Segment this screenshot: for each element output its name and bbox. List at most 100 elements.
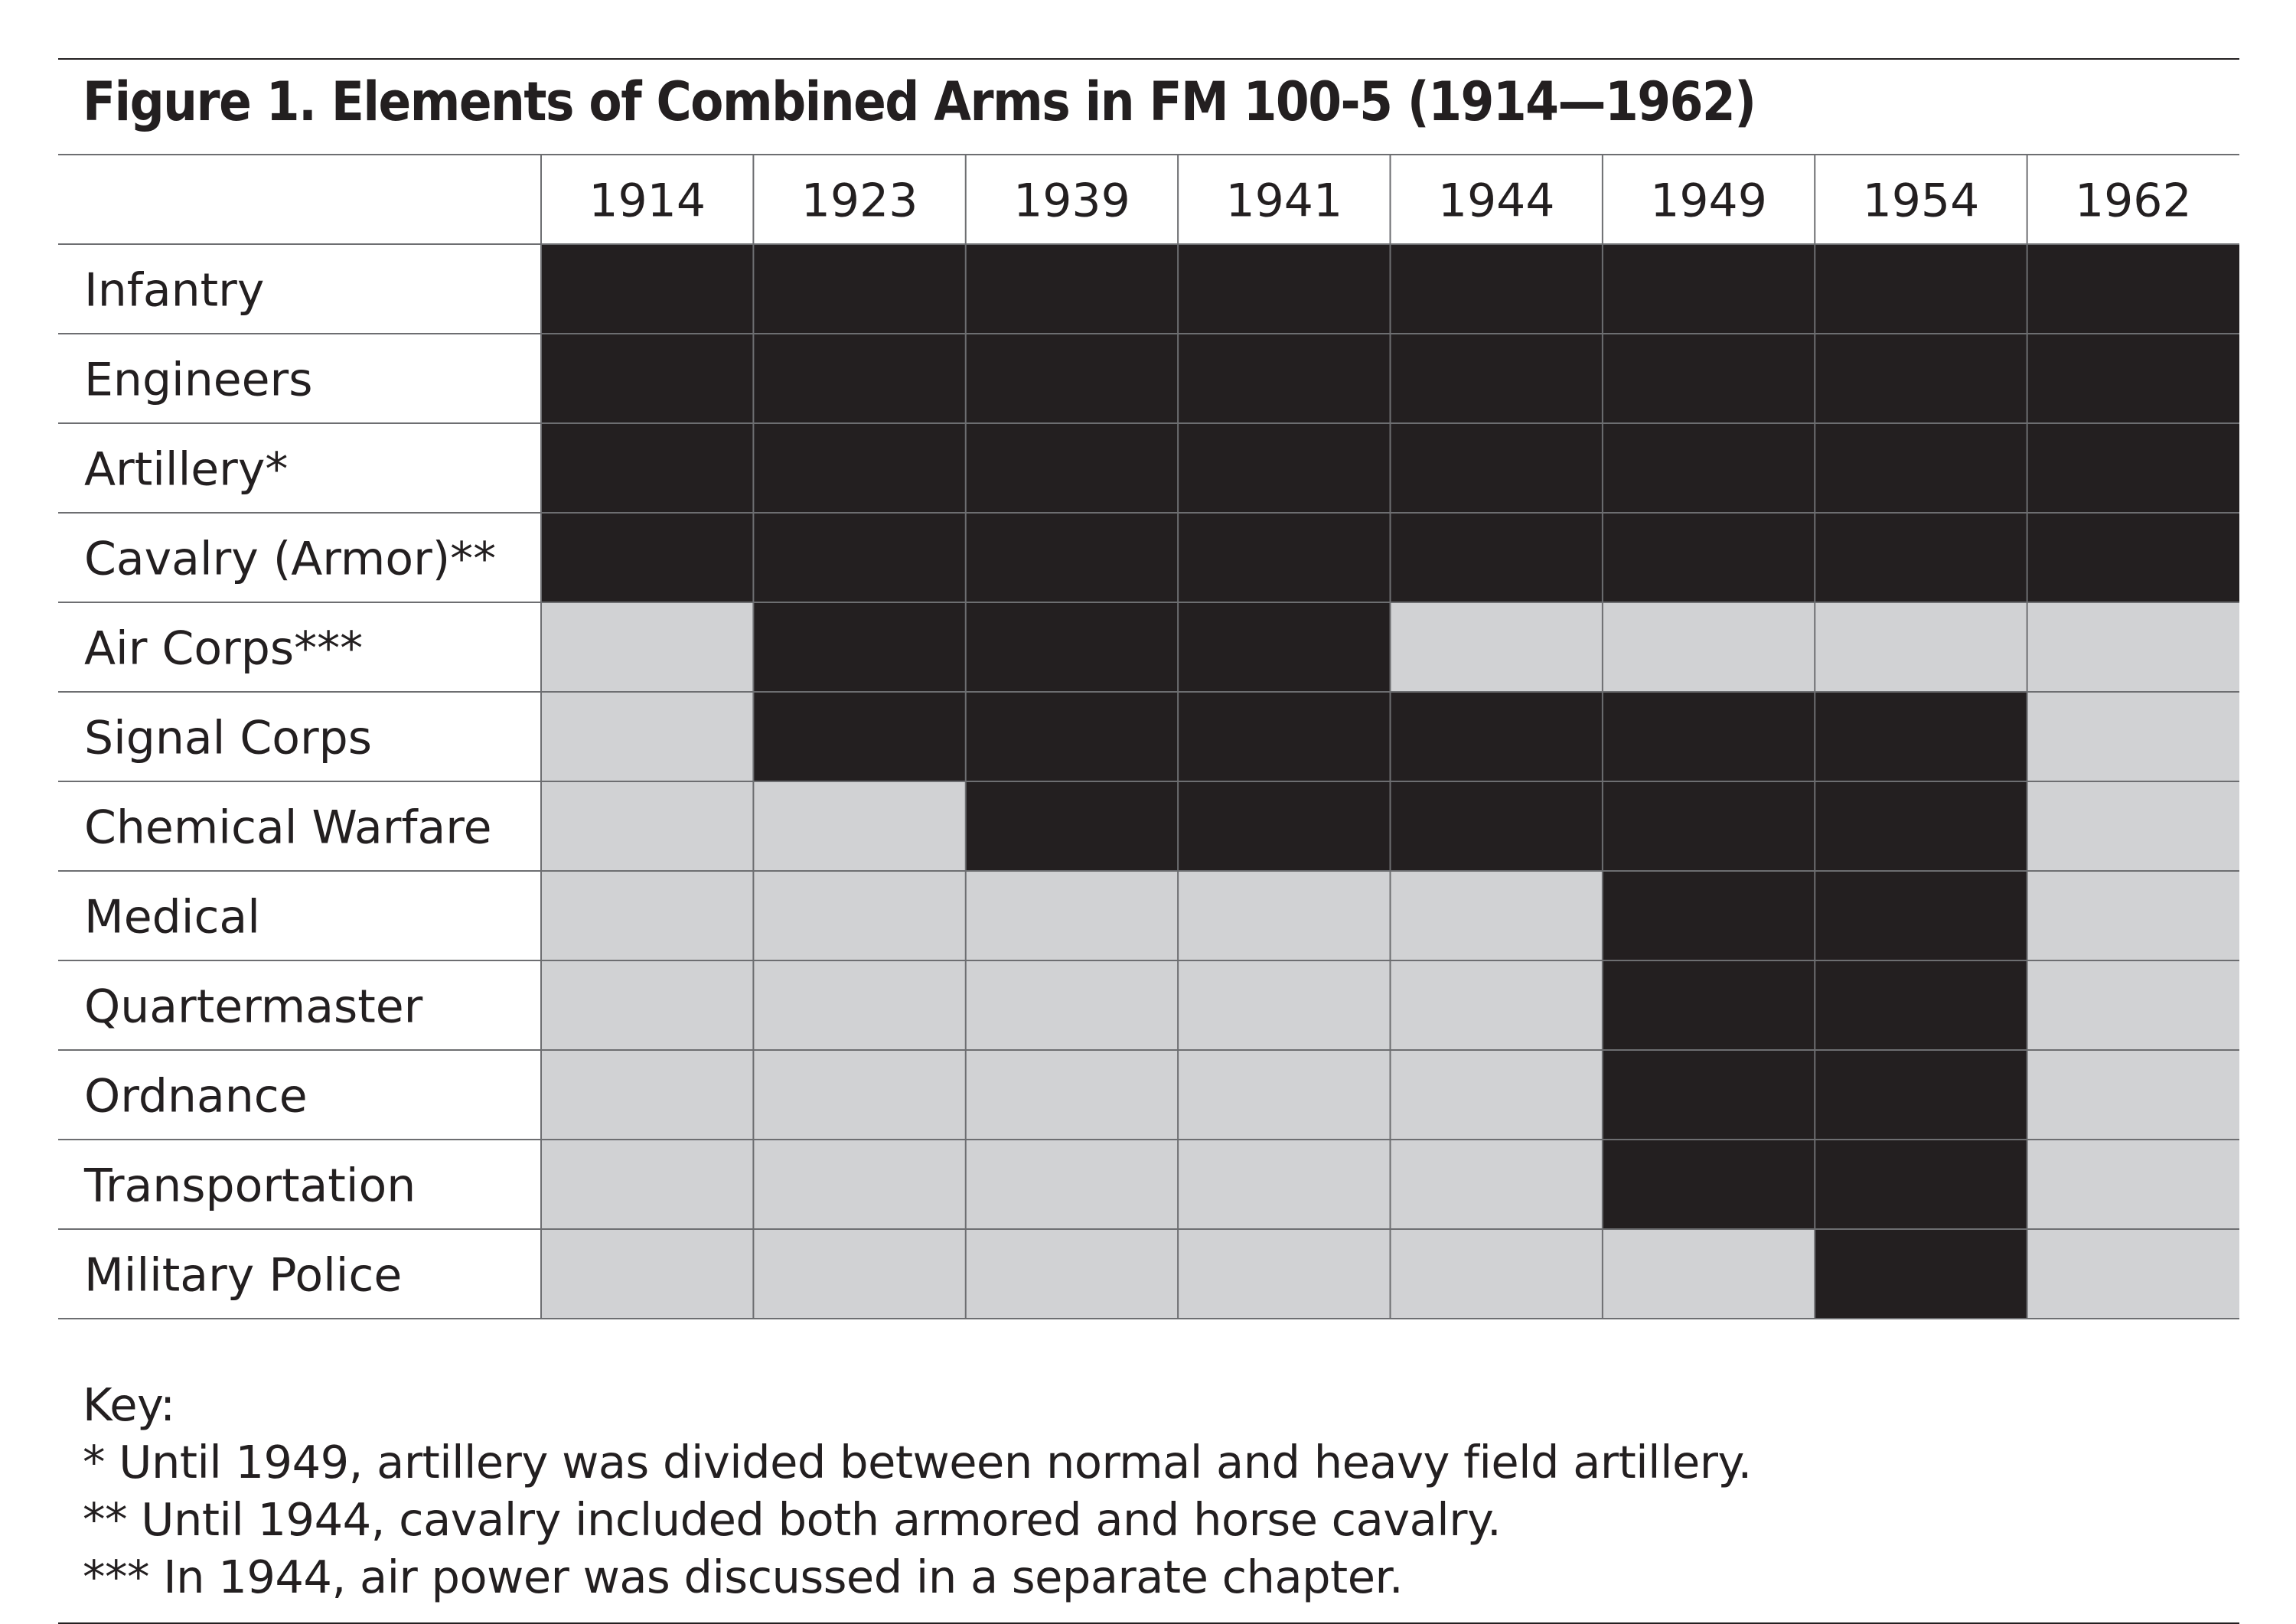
cell-medical-1962 xyxy=(2027,871,2239,960)
cell-air-corps-1949 xyxy=(1602,602,1815,692)
cell-medical-1944 xyxy=(1390,871,1603,960)
key: Key: * Until 1949, artillery was divided… xyxy=(83,1376,1752,1606)
cell-chemical-warfare-1914 xyxy=(541,781,754,871)
cell-military-police-1944 xyxy=(1390,1229,1603,1319)
cell-signal-corps-1954 xyxy=(1815,692,2027,781)
cell-infantry-1941 xyxy=(1178,244,1391,334)
row-label-air-corps: Air Corps*** xyxy=(84,622,363,676)
cell-chemical-warfare-1941 xyxy=(1178,781,1391,871)
column-header-1962: 1962 xyxy=(2075,174,2192,228)
cell-infantry-1944 xyxy=(1390,244,1603,334)
row-label-artillery: Artillery* xyxy=(84,443,288,497)
cell-artillery-1923 xyxy=(753,423,966,513)
cell-artillery-1962 xyxy=(2027,423,2239,513)
cell-signal-corps-1962 xyxy=(2027,692,2239,781)
top-rule xyxy=(58,58,2239,60)
cell-infantry-1923 xyxy=(753,244,966,334)
cell-engineers-1923 xyxy=(753,334,966,423)
cell-transportation-1914 xyxy=(541,1140,754,1229)
cell-transportation-1923 xyxy=(753,1140,966,1229)
cell-quartermaster-1941 xyxy=(1178,960,1391,1050)
cell-artillery-1914 xyxy=(541,423,754,513)
cell-engineers-1954 xyxy=(1815,334,2027,423)
cell-artillery-1949 xyxy=(1602,423,1815,513)
cell-signal-corps-1914 xyxy=(541,692,754,781)
cell-military-police-1923 xyxy=(753,1229,966,1319)
cell-infantry-1939 xyxy=(965,244,1179,334)
cell-quartermaster-1939 xyxy=(965,960,1179,1050)
cell-cavalry-armor-1954 xyxy=(1815,513,2027,602)
cell-transportation-1949 xyxy=(1602,1140,1815,1229)
cell-air-corps-1944 xyxy=(1390,602,1603,692)
row-label-ordnance: Ordnance xyxy=(84,1070,308,1123)
cell-military-police-1949 xyxy=(1602,1229,1815,1319)
cell-transportation-1944 xyxy=(1390,1140,1603,1229)
column-header-1941: 1941 xyxy=(1225,174,1342,228)
cell-medical-1914 xyxy=(541,871,754,960)
column-header-1949: 1949 xyxy=(1650,174,1767,228)
cell-quartermaster-1914 xyxy=(541,960,754,1050)
cell-artillery-1939 xyxy=(965,423,1179,513)
cell-cavalry-armor-1923 xyxy=(753,513,966,602)
cell-military-police-1939 xyxy=(965,1229,1179,1319)
cell-medical-1949 xyxy=(1602,871,1815,960)
cell-ordnance-1954 xyxy=(1815,1050,2027,1140)
row-label-engineers: Engineers xyxy=(84,354,312,407)
cell-military-police-1962 xyxy=(2027,1229,2239,1319)
cell-chemical-warfare-1939 xyxy=(965,781,1179,871)
column-header-1939: 1939 xyxy=(1013,174,1130,228)
cell-infantry-1962 xyxy=(2027,244,2239,334)
row-label-cavalry-armor: Cavalry (Armor)** xyxy=(84,533,496,586)
cell-cavalry-armor-1939 xyxy=(965,513,1179,602)
row-label-quartermaster: Quartermaster xyxy=(84,980,423,1034)
cell-air-corps-1962 xyxy=(2027,602,2239,692)
cell-chemical-warfare-1923 xyxy=(753,781,966,871)
cell-quartermaster-1962 xyxy=(2027,960,2239,1050)
key-heading: Key: xyxy=(83,1378,175,1431)
cell-medical-1923 xyxy=(753,871,966,960)
cell-artillery-1944 xyxy=(1390,423,1603,513)
cell-signal-corps-1941 xyxy=(1178,692,1391,781)
cell-air-corps-1914 xyxy=(541,602,754,692)
cell-air-corps-1954 xyxy=(1815,602,2027,692)
cell-chemical-warfare-1944 xyxy=(1390,781,1603,871)
cell-medical-1939 xyxy=(965,871,1179,960)
cell-engineers-1962 xyxy=(2027,334,2239,423)
cell-quartermaster-1949 xyxy=(1602,960,1815,1050)
cell-quartermaster-1944 xyxy=(1390,960,1603,1050)
cell-engineers-1939 xyxy=(965,334,1179,423)
cell-air-corps-1923 xyxy=(753,602,966,692)
cell-cavalry-armor-1941 xyxy=(1178,513,1391,602)
row-label-military-police: Military Police xyxy=(84,1249,402,1303)
cell-cavalry-armor-1962 xyxy=(2027,513,2239,602)
cell-ordnance-1949 xyxy=(1602,1050,1815,1140)
row-label-infantry: Infantry xyxy=(84,264,264,318)
cell-engineers-1949 xyxy=(1602,334,1815,423)
cell-signal-corps-1923 xyxy=(753,692,966,781)
row-label-medical: Medical xyxy=(84,891,260,944)
cell-medical-1954 xyxy=(1815,871,2027,960)
cell-infantry-1949 xyxy=(1602,244,1815,334)
cell-engineers-1944 xyxy=(1390,334,1603,423)
cell-quartermaster-1954 xyxy=(1815,960,2027,1050)
cell-ordnance-1914 xyxy=(541,1050,754,1140)
row-label-chemical-warfare: Chemical Warfare xyxy=(84,801,492,855)
key-note-cavalry: ** Until 1944, cavalry included both arm… xyxy=(83,1493,1502,1546)
cell-artillery-1941 xyxy=(1178,423,1391,513)
cell-signal-corps-1939 xyxy=(965,692,1179,781)
bottom-rule xyxy=(58,1622,2239,1624)
cell-military-police-1941 xyxy=(1178,1229,1391,1319)
key-note-air-corps: *** In 1944, air power was discussed in … xyxy=(83,1551,1404,1603)
cell-chemical-warfare-1954 xyxy=(1815,781,2027,871)
row-label-transportation: Transportation xyxy=(83,1159,416,1213)
cell-engineers-1914 xyxy=(541,334,754,423)
cell-chemical-warfare-1962 xyxy=(2027,781,2239,871)
column-header-1944: 1944 xyxy=(1438,174,1555,228)
cell-ordnance-1941 xyxy=(1178,1050,1391,1140)
column-header-1923: 1923 xyxy=(801,174,918,228)
cell-signal-corps-1949 xyxy=(1602,692,1815,781)
cell-ordnance-1923 xyxy=(753,1050,966,1140)
key-note-artillery: * Until 1949, artillery was divided betw… xyxy=(83,1436,1752,1489)
cell-cavalry-armor-1914 xyxy=(541,513,754,602)
